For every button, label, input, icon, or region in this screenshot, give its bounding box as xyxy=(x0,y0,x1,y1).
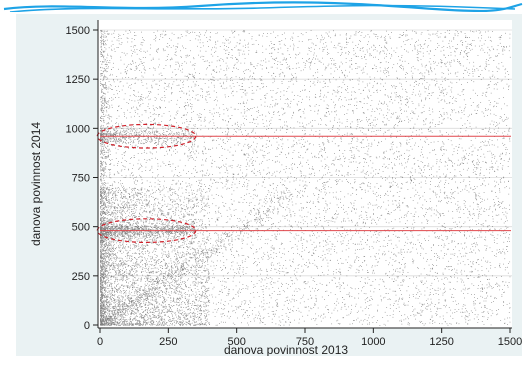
y-tick-label-5: 1250 xyxy=(66,74,90,86)
x-tick-label-2: 500 xyxy=(227,336,245,348)
y-tick-label-3: 750 xyxy=(72,173,90,185)
banner-stroke xyxy=(3,1,523,12)
x-axis-ticks: 0 250 500 750 1000 1250 1500 xyxy=(97,328,522,348)
scatter-point-cloud xyxy=(100,30,511,326)
annotation-ellipse-1 xyxy=(96,123,197,149)
banner-stroke-secondary xyxy=(9,4,516,12)
scatter-chart: 0 250 500 750 1000 1250 1500 0 250 500 750 1000 125… xyxy=(29,20,522,356)
y-tick-label-0: 0 xyxy=(84,320,90,332)
top-banner xyxy=(0,0,525,12)
scatter-points xyxy=(100,30,511,326)
annotation-ellipse-0 xyxy=(96,218,197,244)
x-tick-label-3: 750 xyxy=(296,336,314,348)
plot-area xyxy=(98,20,512,328)
y-tick-label-2: 500 xyxy=(72,222,90,234)
x-tick-label-4: 1000 xyxy=(361,336,385,348)
top-banner-decoration xyxy=(3,1,523,12)
y-tick-label-1: 250 xyxy=(72,271,90,283)
y-tick-label-6: 1500 xyxy=(66,25,90,37)
x-tick-label-1: 250 xyxy=(159,336,177,348)
reference-lines xyxy=(100,135,511,232)
x-tick-label-0: 0 xyxy=(97,336,103,348)
chart-frame: 0 250 500 750 1000 1250 1500 0 250 500 750 1000 125… xyxy=(16,14,522,356)
annotation-ellipses xyxy=(96,123,197,244)
y-tick-label-4: 1000 xyxy=(66,123,90,135)
x-tick-label-6: 1500 xyxy=(498,336,522,348)
y-axis-label: danova povinnost 2014 xyxy=(29,122,43,246)
y-axis-ticks: 0 250 500 750 1000 1250 1500 xyxy=(66,25,98,332)
x-tick-label-5: 1250 xyxy=(429,336,453,348)
x-axis-label: danova povinnost 2013 xyxy=(224,343,348,356)
